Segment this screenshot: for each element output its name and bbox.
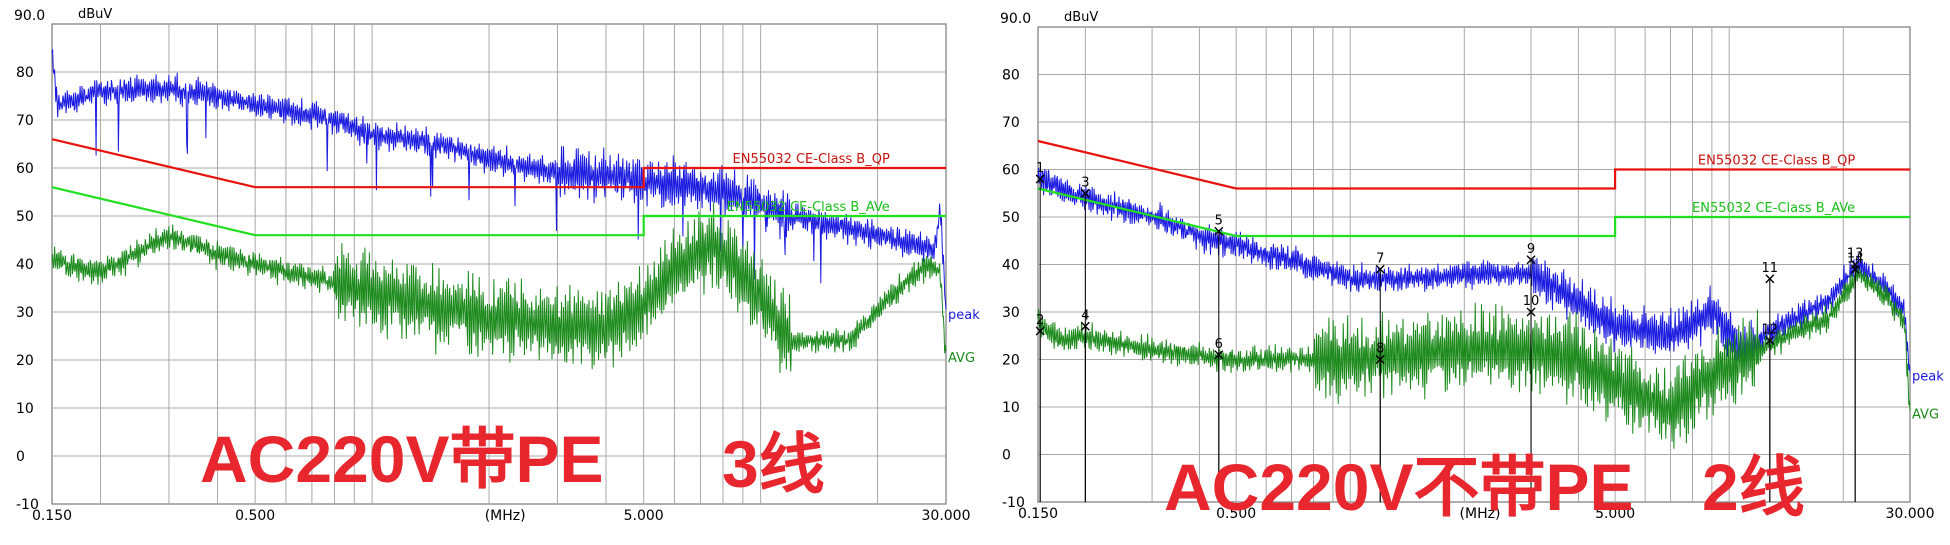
limit-line-qp	[1037, 139, 1910, 190]
y-unit-label: dBuV	[78, 7, 112, 22]
y-tick-label: 50	[16, 209, 34, 225]
marker-cross	[1526, 307, 1536, 317]
marker-cross	[1850, 264, 1860, 274]
x-unit-label: (MHz)	[1460, 506, 1501, 522]
y-tick-label: 20	[1002, 353, 1020, 369]
y-tick-label: 20	[16, 353, 34, 369]
series-line-peak	[51, 49, 947, 310]
marker-label: 7	[1376, 251, 1384, 266]
x-unit-label: (MHz)	[485, 508, 526, 524]
chart-panel-1: 90.0 80 70 60 50 40 30 20 10 0 -10 dBuV 0.150 0.500 5.…	[14, 7, 980, 524]
marker-label: 2	[1036, 313, 1044, 328]
y-tick-label: 30	[1002, 305, 1020, 321]
marker-label: 3	[1081, 175, 1089, 190]
series-label-peak: peak	[1912, 370, 1944, 385]
series-line-avg	[51, 202, 947, 374]
y-tick-label: 40	[16, 257, 34, 273]
y-top-label: 90.0	[1000, 11, 1031, 27]
limit-label-ave: EN55032 CE-Class B_AVe	[727, 200, 890, 215]
marker-label: 10	[1523, 294, 1540, 309]
y-tick-label: 10	[16, 401, 34, 417]
overlay-subtitle: 3线	[722, 427, 825, 501]
x-tick-label: 0.150	[32, 508, 72, 524]
marker-cross	[1765, 274, 1775, 284]
marker-cross	[1080, 321, 1090, 331]
limit-label-ave: EN55032 CE-Class B_AVe	[1692, 201, 1855, 216]
marker-label: 6	[1215, 337, 1223, 352]
limit-line-qp	[51, 138, 946, 189]
series-label-peak: peak	[948, 308, 980, 323]
marker-cross	[1375, 355, 1385, 364]
series-label-avg: AVG	[948, 351, 975, 366]
marker-cross	[1035, 326, 1045, 336]
marker-label: 12	[1762, 323, 1779, 338]
marker-label: 1	[1036, 161, 1044, 176]
y-tick-label: 60	[1002, 163, 1020, 179]
y-tick-label: -10	[1002, 495, 1025, 511]
y-tick-label: 60	[16, 161, 34, 177]
x-tick-label: 5.000	[624, 508, 664, 524]
y-tick-label: 80	[1002, 68, 1020, 84]
overlay-title: AC220V带PE	[200, 422, 604, 496]
y-tick-label: 70	[1002, 115, 1020, 131]
limit-line-ave	[1037, 187, 1910, 238]
y-tick-label: 0	[1002, 448, 1011, 464]
x-tick-label: 0.500	[235, 508, 275, 524]
x-tick-label: 0.150	[1018, 506, 1058, 522]
marker-cross	[1526, 255, 1536, 265]
marker-cross	[1214, 226, 1224, 236]
series-line-peak	[1037, 167, 1911, 373]
y-tick-label: 10	[1002, 400, 1020, 416]
y-tick-label: -10	[16, 497, 39, 513]
y-tick-label: 50	[1002, 210, 1020, 226]
y-tick-label: 30	[16, 305, 34, 321]
marker-label: 5	[1215, 213, 1223, 228]
marker-label: 11	[1762, 261, 1779, 276]
y-tick-label: 70	[16, 113, 34, 129]
y-unit-label: dBuV	[1064, 10, 1098, 25]
x-tick-label: 5.000	[1595, 506, 1635, 522]
limit-line-ave	[51, 186, 946, 237]
marker-label: 9	[1527, 242, 1535, 257]
marker-cross	[1765, 336, 1775, 345]
y-tick-label: 0	[16, 449, 25, 465]
x-tick-label: 30.000	[1886, 506, 1935, 522]
series-label-avg: AVG	[1912, 408, 1939, 423]
marker-cross	[1214, 350, 1224, 360]
x-tick-label: 0.500	[1216, 506, 1256, 522]
limit-label-qp: EN55032 CE-Class B_QP	[733, 152, 890, 167]
marker-label: 4	[1081, 308, 1089, 323]
marker-cross	[1080, 188, 1090, 198]
y-tick-label: 80	[16, 65, 34, 81]
chart-panel-2: 90.0 80 70 60 50 40 30 20 10 0 -10 dBuV 0.150 0.500 5.…	[1000, 10, 1944, 524]
overlay-title: AC220V不带PE	[1164, 450, 1634, 524]
marker-label: 14	[1847, 251, 1864, 266]
marker-cross	[1035, 174, 1045, 184]
marker-label: 13	[1847, 247, 1864, 262]
limit-label-qp: EN55032 CE-Class B_QP	[1698, 154, 1855, 169]
y-tick-label: 40	[1002, 258, 1020, 274]
series-line-avg	[1037, 265, 1911, 449]
marker-cross	[1375, 264, 1385, 274]
y-top-label: 90.0	[14, 8, 45, 24]
marker-label: 8	[1376, 342, 1384, 357]
x-tick-label: 30.000	[922, 508, 971, 524]
overlay-subtitle: 2线	[1702, 450, 1805, 524]
